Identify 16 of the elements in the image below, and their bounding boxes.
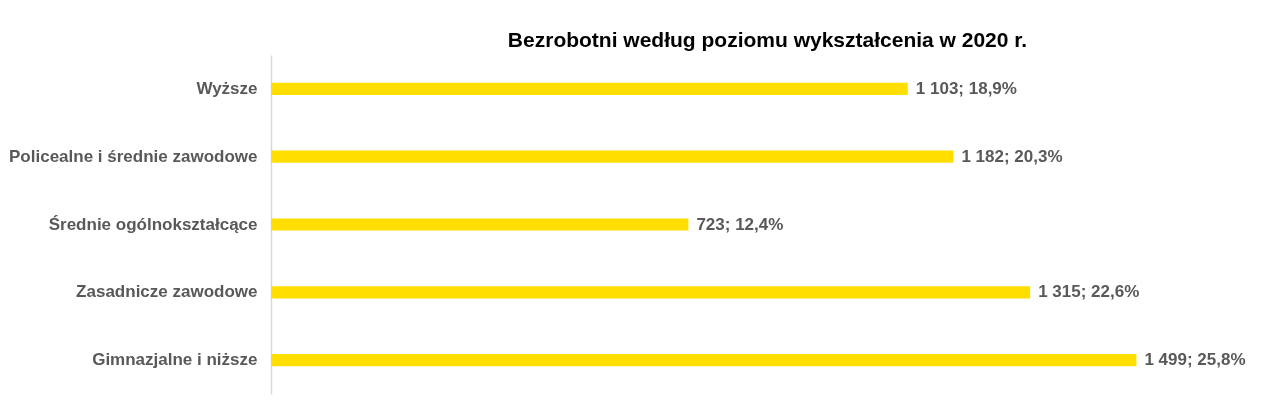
bar <box>271 286 1031 299</box>
data-label: 723; 12,4% <box>696 214 784 234</box>
data-label: 1 499; 25,8% <box>1144 350 1246 370</box>
y-tick-label: Średnie ogólnokształcące <box>48 214 258 234</box>
y-tick-label: Wyższe <box>196 78 258 98</box>
y-tick-label: Gimnazjalne i niższe <box>92 350 258 370</box>
y-tick-label: Policealne i średnie zawodowe <box>9 146 258 166</box>
data-label: 1 182; 20,3% <box>961 146 1063 166</box>
bar <box>271 218 689 231</box>
chart-title: Bezrobotni według poziomu wykształcenia w 2020 r. <box>507 28 1028 51</box>
y-tick-label: Zasadnicze zawodowe <box>76 282 258 302</box>
data-label: 1 315; 22,6% <box>1038 282 1140 302</box>
bar <box>271 82 908 95</box>
data-label: 1 103; 18,9% <box>915 78 1017 98</box>
bar <box>271 150 954 163</box>
bar <box>271 354 1137 367</box>
